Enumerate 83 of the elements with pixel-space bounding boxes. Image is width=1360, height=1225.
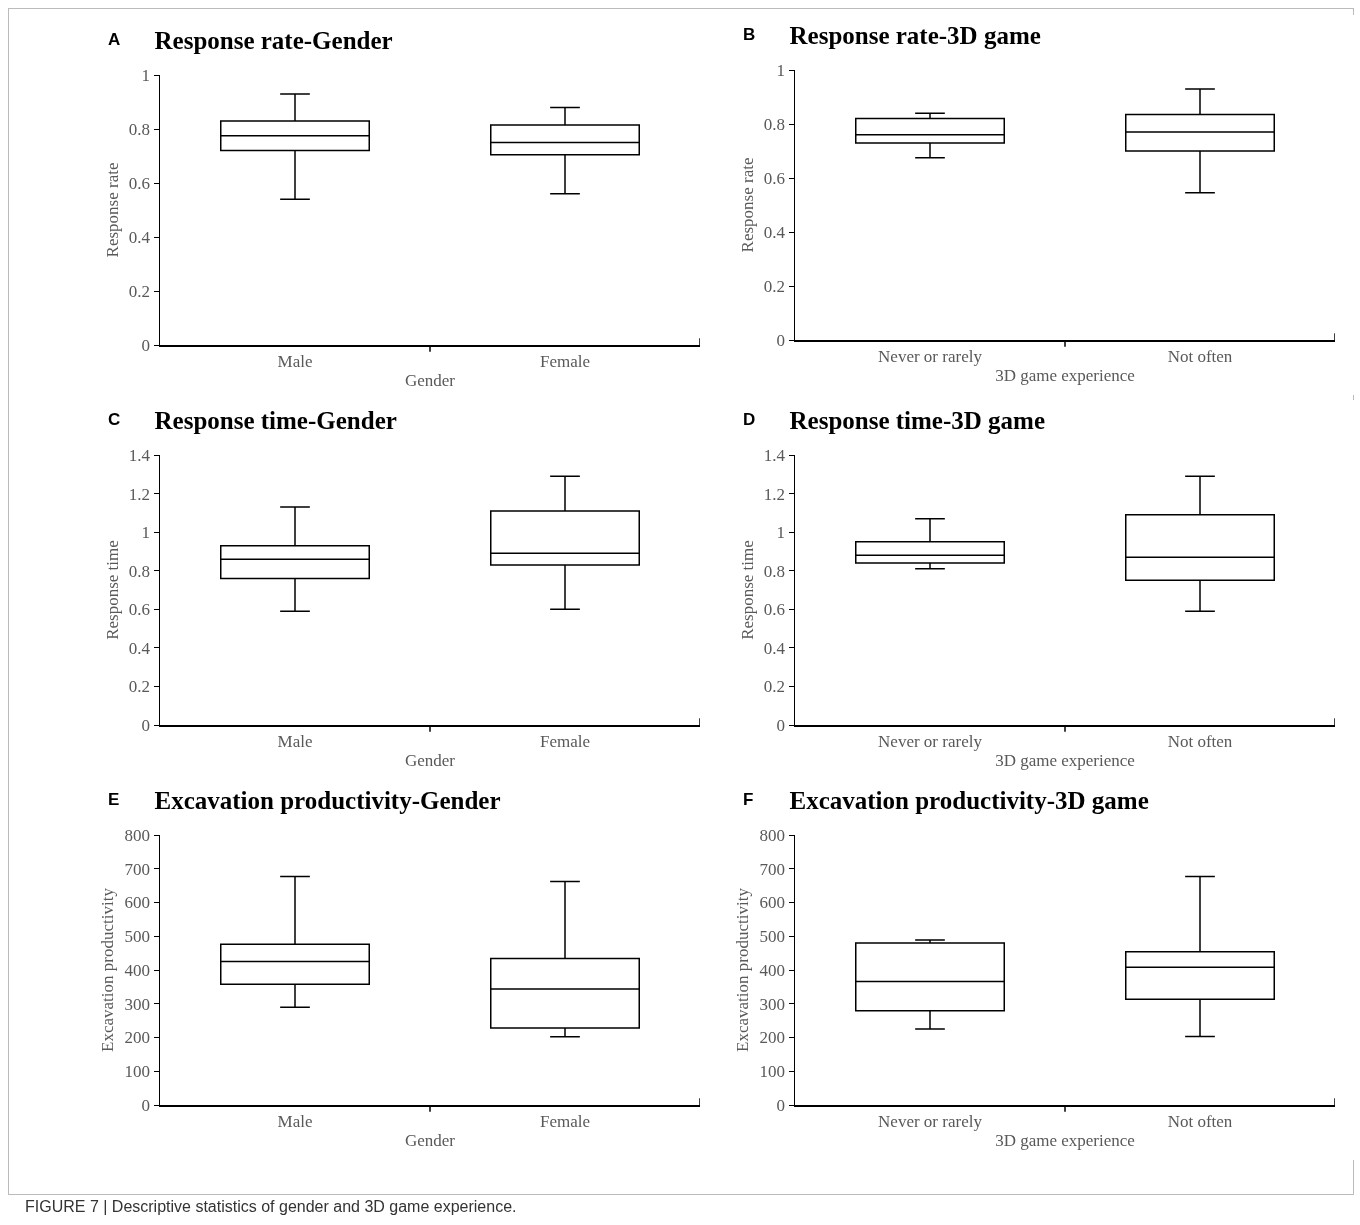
y-tick-label: 1	[141, 523, 151, 543]
x-tick-label: Female	[539, 731, 591, 751]
x-tick-label: Female	[539, 351, 591, 371]
y-tick-label: 0.6	[128, 173, 151, 193]
y-tick-label: 1.4	[128, 445, 151, 465]
chart-title: Excavation productivity-3D game	[789, 786, 1149, 814]
x-tick-label: Male	[277, 731, 313, 751]
y-tick-label: 0.8	[128, 561, 151, 581]
y-axis-title: Excavation productivity	[733, 887, 753, 1052]
chart-title: Response time-Gender	[154, 406, 397, 434]
x-tick-label: Not often	[1167, 731, 1233, 751]
caption: FIGURE 7 | Descriptive statistics of gender and 3D game experience.	[25, 1198, 517, 1216]
y-tick-label: 0.4	[763, 638, 786, 658]
x-axis-title: Gender	[404, 371, 456, 391]
y-tick-label: 1.2	[128, 484, 151, 504]
y-axis-title: Excavation productivity	[98, 887, 118, 1052]
y-axis-title: Response rate	[102, 162, 122, 258]
y-tick-label: 1.4	[763, 445, 786, 465]
y-tick-label: 0.2	[763, 677, 786, 697]
y-tick-label: 0.6	[763, 600, 786, 620]
y-tick-label: 0.6	[128, 600, 151, 620]
y-tick-label: 100	[759, 1062, 786, 1082]
x-tick-label: Never or rarely	[878, 1111, 983, 1131]
text: B	[743, 25, 756, 44]
x-axis-title: Gender	[404, 1131, 456, 1151]
x-axis-title: 3D game experience	[995, 751, 1135, 771]
y-tick-label: 400	[759, 960, 786, 980]
y-tick-label: 1	[776, 523, 786, 543]
y-tick-label: 0	[776, 330, 786, 350]
y-tick-label: 200	[124, 1028, 151, 1048]
y-tick-label: 700	[124, 859, 151, 879]
x-axis-title: 3D game experience	[995, 366, 1135, 386]
text: E	[108, 790, 120, 809]
y-tick-label: 700	[759, 859, 786, 879]
y-tick-label: 400	[124, 960, 151, 980]
x-tick-label: Not often	[1167, 1111, 1233, 1131]
chart-title: Excavation productivity-Gender	[154, 786, 501, 814]
y-tick-label: 0.2	[763, 276, 786, 296]
y-tick-label: 0.2	[128, 677, 151, 697]
y-axis-title: Response time	[102, 540, 122, 640]
y-axis-title: Response rate	[737, 157, 757, 253]
y-tick-label: 0	[141, 335, 151, 355]
x-tick-label: Never or rarely	[878, 346, 983, 366]
chart-title: Response rate-Gender	[154, 26, 393, 54]
y-tick-label: 600	[124, 893, 151, 913]
y-tick-label: 300	[124, 994, 151, 1014]
y-tick-label: 600	[759, 893, 786, 913]
x-axis-title: Gender	[404, 751, 456, 771]
x-tick-label: Female	[539, 1111, 591, 1131]
y-tick-label: 800	[759, 825, 786, 845]
y-tick-label: 1	[141, 65, 151, 85]
y-tick-label: 1.2	[763, 484, 786, 504]
y-tick-label: 0	[776, 715, 786, 735]
x-tick-label: Never or rarely	[878, 731, 983, 751]
y-tick-label: 300	[759, 994, 786, 1014]
y-tick-label: 0	[776, 1095, 786, 1115]
text: F	[743, 790, 754, 809]
y-tick-label: 500	[124, 927, 151, 947]
x-tick-label: Not often	[1167, 346, 1233, 366]
y-tick-label: 0.4	[128, 638, 151, 658]
x-tick-label: Male	[277, 1111, 313, 1131]
chart-title: Response time-3D game	[789, 406, 1046, 434]
x-tick-label: Male	[277, 351, 313, 371]
y-tick-label: 800	[124, 825, 151, 845]
y-tick-label: 0	[141, 1095, 151, 1115]
y-tick-label: 0.6	[763, 168, 786, 188]
x-axis-title: 3D game experience	[995, 1131, 1135, 1151]
y-tick-label: 100	[124, 1062, 151, 1082]
chart-title: Response rate-3D game	[789, 21, 1041, 49]
y-tick-label: 0.4	[763, 222, 786, 242]
y-tick-label: 200	[759, 1028, 786, 1048]
y-tick-label: 0.4	[128, 227, 151, 247]
y-tick-label: 0.8	[763, 561, 786, 581]
text: D	[743, 410, 756, 429]
y-tick-label: 500	[759, 927, 786, 947]
y-tick-label: 0	[141, 715, 151, 735]
text: A	[108, 30, 121, 49]
y-axis-title: Response time	[737, 540, 757, 640]
y-tick-label: 0.8	[763, 114, 786, 134]
y-tick-label: 0.2	[128, 281, 151, 301]
text: C	[108, 410, 121, 429]
y-tick-label: 0.8	[128, 119, 151, 139]
y-tick-label: 1	[776, 60, 786, 80]
